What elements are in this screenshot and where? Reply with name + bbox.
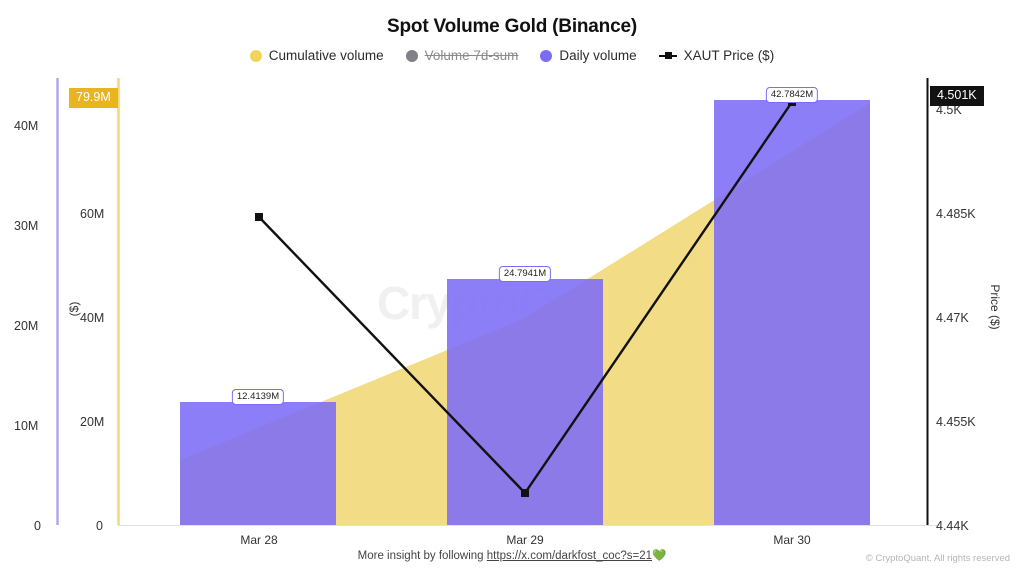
series-daily-volume-bar [180, 402, 336, 525]
price-point-marker [521, 489, 529, 497]
price-max-badge: 4.501K [930, 86, 984, 106]
y-axis-cumulative-tick: 40M [80, 311, 105, 325]
footer-link[interactable]: https://x.com/darkfost_coc?s=21 [486, 550, 653, 562]
copyright-text: © CryptoQuant. All rights reserved [865, 553, 1010, 564]
bar-value-label: 42.7842M [765, 87, 819, 103]
y-axis-price-tick: 4.455K [936, 415, 976, 429]
footer-note: More insight by following https://x.com/… [0, 548, 1024, 562]
y-axis-cumulative-tick: 0 [96, 519, 103, 533]
y-axis-daily-tick: 30M [14, 219, 39, 233]
legend-item-volume-7d-sum[interactable]: Volume 7d-sum [405, 48, 519, 63]
cumulative-max-badge: 79.9M [69, 88, 118, 108]
y-axis-daily-tick: 40M [14, 119, 39, 133]
series-daily-volume-bar [714, 100, 870, 525]
chart-canvas [56, 78, 940, 526]
page-title: Spot Volume Gold (Binance) [387, 16, 637, 37]
y-axis-title-cumulative: ($) [67, 301, 81, 317]
legend-label: Cumulative volume [268, 48, 384, 63]
y-axis-price-tick: 4.485K [936, 207, 976, 221]
y-axis-cumulative-tick: 60M [80, 207, 105, 221]
legend-line-marker-icon [658, 50, 677, 62]
legend-label: XAUT Price ($) [683, 48, 775, 63]
x-axis-label: Mar 30 [773, 533, 811, 547]
y-axis-price-tick: 4.47K [936, 311, 969, 325]
chart-legend: Cumulative volume Volume 7d-sum Daily vo… [0, 48, 1024, 63]
legend-label: Daily volume [559, 48, 637, 63]
y-axis-price-tick: 4.44K [936, 519, 969, 533]
y-axis-title-price: Price ($) [988, 284, 1002, 330]
series-cumulative-volume-area [180, 103, 870, 525]
legend-item-cumulative-volume[interactable]: Cumulative volume [249, 48, 384, 63]
bar-value-label: 24.7941M [498, 266, 552, 282]
legend-color-swatch-icon [249, 49, 262, 62]
x-axis-label: Mar 29 [506, 533, 544, 547]
y-axis-daily-tick: 10M [14, 419, 39, 433]
footer-note-prefix: More insight by following [357, 550, 487, 562]
legend-color-swatch-icon [405, 49, 418, 62]
legend-color-swatch-icon [540, 49, 553, 62]
x-axis-label: Mar 28 [240, 533, 278, 547]
footer-emoji-icon: 💚 [652, 550, 667, 562]
y-axis-price-tick: 4.5K [936, 103, 962, 117]
legend-item-daily-volume[interactable]: Daily volume [540, 48, 637, 63]
legend-label: Volume 7d-sum [424, 48, 519, 63]
series-daily-volume-bar [447, 279, 603, 525]
price-point-marker [255, 213, 263, 221]
bar-value-label: 12.4139M [231, 389, 285, 405]
y-axis-cumulative-tick: 20M [80, 415, 105, 429]
plot-area: CryptoQuant 0 10M 20M 30M [0, 78, 1024, 533]
legend-item-xaut-price[interactable]: XAUT Price ($) [658, 48, 775, 63]
y-axis-daily-tick: 0 [34, 519, 41, 533]
y-axis-daily-tick: 20M [14, 319, 39, 333]
